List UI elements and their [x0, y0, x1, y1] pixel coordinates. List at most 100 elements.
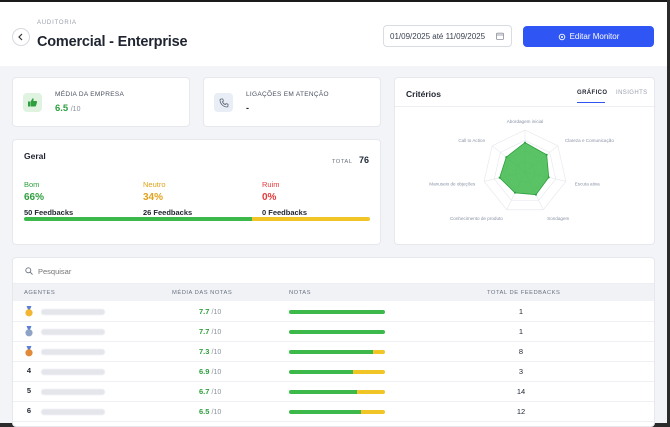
general-card: Geral TOTAL 76 Bom 66% 50 Feedbacks Neut… — [12, 139, 381, 245]
radar-point-6 — [498, 176, 501, 179]
total-feedbacks: 1 — [518, 327, 524, 336]
thumbs-up-icon — [23, 93, 42, 112]
header-agents[interactable]: AGENTES — [24, 290, 56, 296]
criteria-divider — [395, 106, 656, 107]
edit-monitor-label: Editar Monitor — [569, 32, 620, 41]
total-feedbacks: 1 — [518, 307, 524, 316]
total-feedbacks: 8 — [518, 347, 524, 356]
tab-insights[interactable]: INSIGHTS — [616, 90, 648, 96]
notes-bar-good — [289, 330, 385, 334]
agents-table-card: AGENTES MÉDIA DAS NOTAS NOTAS TOTAL DE F… — [12, 257, 655, 427]
neutral-label: Neutro — [143, 180, 166, 189]
radar-axis-label-2: Clareza e Comunicação — [565, 138, 614, 143]
table-row[interactable]: 7.3 /10 8 — [13, 342, 654, 362]
date-range-picker[interactable]: 01/09/2025 até 11/09/2025 — [383, 25, 512, 47]
table-row[interactable]: 6 6.5 /10 12 — [13, 402, 654, 422]
radar-point-3 — [547, 176, 550, 179]
phone-icon — [214, 93, 233, 112]
good-percent: 66% — [24, 192, 45, 203]
radar-grid-ring-4 — [483, 129, 567, 211]
search-bar[interactable] — [13, 258, 654, 284]
agent-score: 6.5 /10 — [199, 407, 222, 416]
search-input[interactable] — [38, 265, 338, 277]
general-title: Geral — [24, 151, 46, 161]
rank-number: 4 — [26, 366, 32, 375]
header-average[interactable]: MÉDIA DAS NOTAS — [172, 290, 233, 296]
date-range-value: 01/09/2025 até 11/09/2025 — [390, 31, 486, 41]
agent-score: 6.7 /10 — [199, 387, 222, 396]
radar-axis-label-6: Manuseio de objeções — [429, 181, 476, 186]
good-label: Bom — [24, 180, 40, 189]
rank-number: 5 — [26, 386, 32, 395]
notes-bar-good — [289, 350, 373, 354]
radar-axis-label-4: Sondagem — [547, 216, 569, 221]
total-feedbacks: 12 — [516, 407, 526, 416]
notes-bar — [289, 410, 385, 414]
radar-point-7 — [505, 156, 508, 159]
page-title: Comercial - Enterprise — [37, 34, 188, 50]
total-feedbacks: 3 — [518, 367, 524, 376]
notes-bar — [289, 330, 385, 334]
notes-bar — [289, 390, 385, 394]
general-total: TOTAL 76 — [332, 150, 369, 168]
notes-bar-neutral — [353, 370, 385, 374]
company-average-label: MÉDIA DA EMPRESA — [55, 91, 125, 98]
good-column: Bom 66% 50 Feedbacks — [24, 180, 73, 217]
notes-bar-neutral — [357, 390, 385, 394]
table-row[interactable]: 5 6.7 /10 14 — [13, 382, 654, 402]
agent-name-blurred — [41, 389, 105, 395]
radar-axis-label-7: Call to Action — [458, 138, 485, 143]
edit-monitor-button[interactable]: Editar Monitor — [523, 26, 654, 47]
agent-score: 7.7 /10 — [199, 307, 222, 316]
gold-medal-icon — [23, 306, 35, 319]
table-row[interactable]: 7.7 /10 1 — [13, 322, 654, 342]
neutral-percent: 34% — [143, 192, 164, 203]
neutral-column: Neutro 34% 26 Feedbacks — [143, 180, 192, 217]
table-row[interactable]: 4 6.9 /10 3 — [13, 362, 654, 382]
criteria-radar-chart: Abordagem inicial Clareza e Comunicação Es… — [429, 119, 614, 221]
agent-name-blurred — [41, 369, 105, 375]
bad-column: Ruim 0% 0 Feedbacks — [262, 180, 307, 217]
criteria-card: Critérios GRÁFICO INSIGHTS Abordagem ini… — [394, 77, 656, 245]
agent-score: 6.9 /10 — [199, 367, 222, 376]
rank-number: 6 — [26, 406, 32, 415]
bad-label: Ruim — [262, 180, 280, 189]
notes-bar-neutral — [361, 410, 385, 414]
company-average-card: MÉDIA DA EMPRESA 6.5 /10 — [12, 77, 190, 127]
page-header: AUDITORIA Comercial - Enterprise 01/09/2… — [0, 2, 667, 66]
header-total-feedbacks[interactable]: TOTAL DE FEEDBACKS — [487, 290, 561, 296]
bronze-medal-icon — [23, 346, 35, 359]
good-feedbacks: 50 Feedbacks — [24, 208, 74, 217]
total-feedbacks: 14 — [516, 387, 526, 396]
general-bar-neutral — [252, 217, 370, 221]
radar-grid-ring-3 — [493, 140, 557, 201]
radar-axis-label-3: Escuta ativa — [575, 181, 600, 186]
notes-bar — [289, 310, 385, 314]
back-button[interactable] — [12, 28, 30, 46]
general-distribution-bar — [24, 217, 370, 221]
company-average-score: 6.5 — [55, 103, 69, 114]
header-notes[interactable]: NOTAS — [289, 290, 312, 296]
notes-bar — [289, 350, 385, 354]
calendar-icon — [496, 32, 504, 40]
breadcrumb[interactable]: AUDITORIA — [37, 20, 77, 26]
company-average-value: 6.5 /10 — [55, 103, 80, 114]
calls-attention-value: - — [246, 103, 249, 113]
gear-icon — [558, 33, 565, 40]
radar-point-2 — [545, 153, 548, 156]
radar-data-area — [499, 142, 550, 196]
general-breakdown: Bom 66% 50 Feedbacks Neutro 34% 26 Feedb… — [24, 180, 370, 220]
calls-attention-label: LIGAÇÕES EM ATENÇÃO — [246, 91, 329, 98]
radar-point-5 — [513, 191, 516, 194]
radar-point-1 — [524, 141, 526, 144]
notes-bar-good — [289, 410, 361, 414]
agent-name-blurred — [41, 329, 105, 335]
table-header: AGENTES MÉDIA DAS NOTAS NOTAS TOTAL DE F… — [13, 284, 654, 301]
general-total-label: TOTAL — [331, 159, 353, 165]
tab-chart[interactable]: GRÁFICO — [577, 90, 607, 103]
agent-name-blurred — [41, 409, 105, 415]
table-row[interactable]: 7.7 /10 1 — [13, 302, 654, 322]
radar-axis-label-5: Conhecimento de produto — [450, 216, 503, 221]
bad-feedbacks: 0 Feedbacks — [262, 208, 308, 217]
